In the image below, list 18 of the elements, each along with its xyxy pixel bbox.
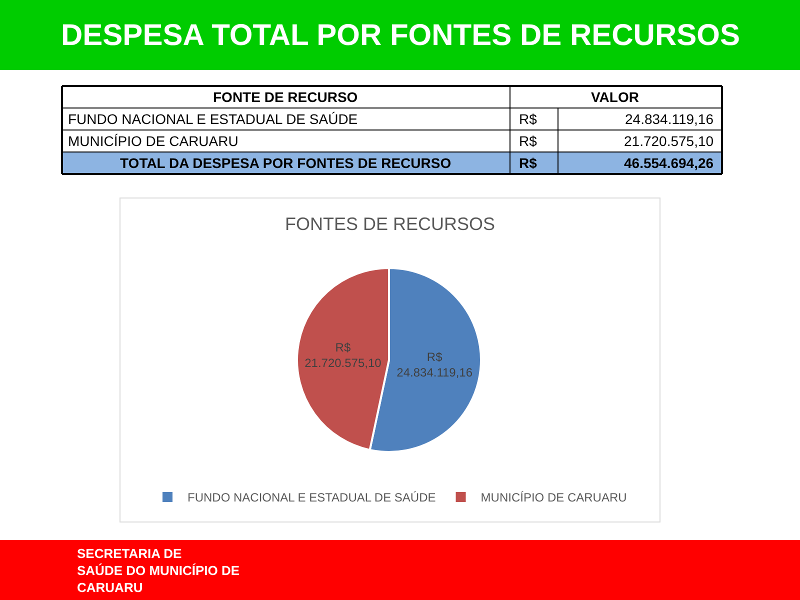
text: 24.834.119,16 (625, 111, 714, 127)
text: R$ (519, 111, 538, 127)
text: VALOR (591, 89, 639, 105)
text: R$ (519, 155, 538, 171)
legend-label: FUNDO NACIONAL E ESTADUAL DE SAÚDE (188, 490, 436, 505)
legend-label: MUNICÍPIO DE CARUARU (480, 490, 627, 505)
text: MUNICÍPIO DE CARUARU (68, 133, 238, 149)
data-label: R$ 21.720.575,10 (304, 340, 382, 370)
text: R$ (519, 133, 538, 149)
data-label: R$ 24.834.119,16 (396, 350, 473, 380)
source-note: FONTE DE RECURSO (213, 89, 358, 105)
text: SECRETARIA DE SAÚDE DO MUNICÍPIO DE CARUARU (77, 546, 240, 595)
chart-title: DESPESA TOTAL POR FONTES DE RECURSOS (61, 19, 740, 52)
text: 46.554.694,26 (624, 155, 714, 171)
chart-subtitle: FONTES DE RECURSOS (285, 214, 496, 234)
text: TOTAL DA DESPESA POR FONTES DE RECURSO (120, 155, 452, 171)
text: FUNDO NACIONAL E ESTADUAL DE SAÚDE (68, 111, 358, 127)
text: 21.720.575,10 (624, 133, 714, 149)
